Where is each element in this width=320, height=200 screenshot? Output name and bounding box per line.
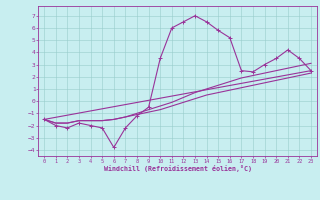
X-axis label: Windchill (Refroidissement éolien,°C): Windchill (Refroidissement éolien,°C) bbox=[104, 165, 252, 172]
